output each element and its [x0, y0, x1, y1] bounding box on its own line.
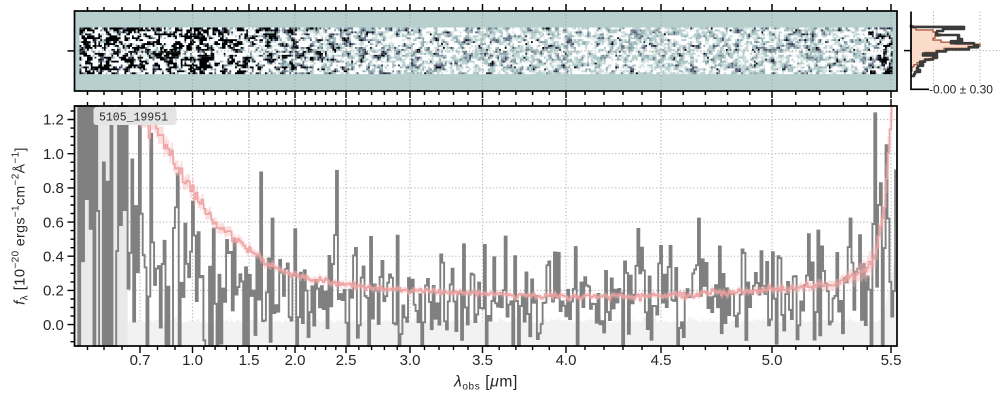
svg-text:0.2: 0.2: [43, 283, 64, 300]
svg-text:1.0: 1.0: [43, 146, 64, 163]
svg-text:1.0: 1.0: [182, 352, 203, 369]
svg-text:0.8: 0.8: [43, 180, 64, 197]
svg-text:0.6: 0.6: [43, 214, 64, 231]
svg-text:0.4: 0.4: [43, 248, 64, 265]
svg-text:5.5: 5.5: [881, 352, 902, 369]
svg-text:4.0: 4.0: [556, 352, 577, 369]
svg-text:2.0: 2.0: [285, 352, 306, 369]
svg-text:0.0: 0.0: [43, 317, 64, 334]
svg-text:1.2: 1.2: [43, 112, 64, 129]
svg-text:λobs [μm]: λobs [μm]: [453, 374, 518, 393]
svg-text:-0.00 ± 0.30: -0.00 ± 0.30: [929, 82, 993, 96]
svg-text:fλ [10−20 ergs−1cm−2Å−1]: fλ [10−20 ergs−1cm−2Å−1]: [11, 147, 31, 305]
svg-text:2.5: 2.5: [336, 352, 357, 369]
svg-text:4.5: 4.5: [651, 352, 672, 369]
svg-text:3.5: 3.5: [472, 352, 493, 369]
svg-text:1.5: 1.5: [239, 352, 260, 369]
svg-text:5.0: 5.0: [762, 352, 783, 369]
svg-text:0.7: 0.7: [130, 352, 151, 369]
svg-text:3.0: 3.0: [400, 352, 421, 369]
svg-text:5105_19951: 5105_19951: [99, 112, 168, 125]
